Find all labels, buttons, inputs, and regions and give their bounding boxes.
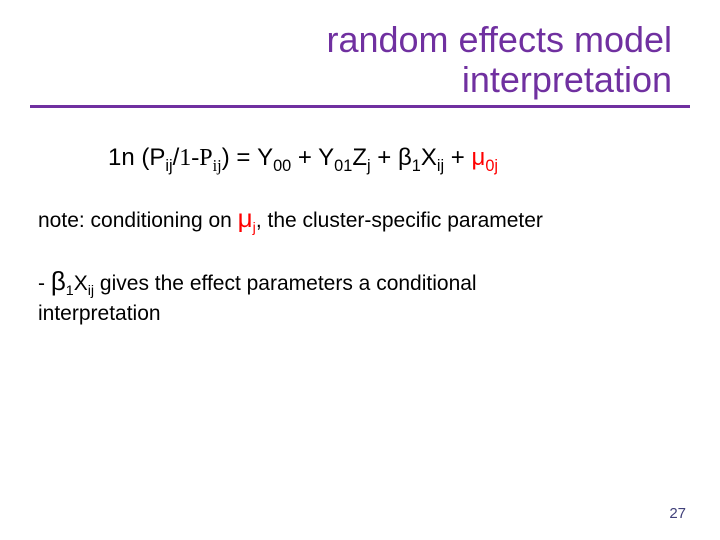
title-line-1: random effects model bbox=[0, 20, 672, 60]
effect-paragraph: - β1Xij gives the effect parameters a co… bbox=[38, 265, 682, 327]
note-line: note: conditioning on μj, the cluster-sp… bbox=[38, 203, 682, 236]
page-number: 27 bbox=[669, 505, 686, 522]
title-line-2: interpretation bbox=[0, 60, 672, 100]
slide-title: random effects model interpretation bbox=[0, 0, 720, 101]
model-equation: 1n (Pij/1-Pij) = Υ00 + Υ01Zj + β1Xij + μ… bbox=[38, 144, 682, 176]
mu-j: μ bbox=[238, 203, 253, 233]
mu-term: μ bbox=[471, 144, 485, 171]
slide-content: 1n (Pij/1-Pij) = Υ00 + Υ01Zj + β1Xij + μ… bbox=[0, 108, 720, 327]
